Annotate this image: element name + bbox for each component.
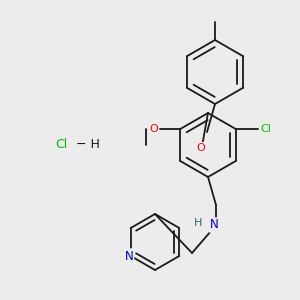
Text: − H: − H [72, 139, 100, 152]
Text: H: H [194, 218, 202, 228]
Text: N: N [124, 250, 133, 262]
Text: N: N [210, 218, 218, 232]
Text: Cl: Cl [260, 124, 271, 134]
Text: Cl: Cl [55, 139, 67, 152]
Text: O: O [196, 143, 206, 153]
Text: O: O [149, 124, 158, 134]
